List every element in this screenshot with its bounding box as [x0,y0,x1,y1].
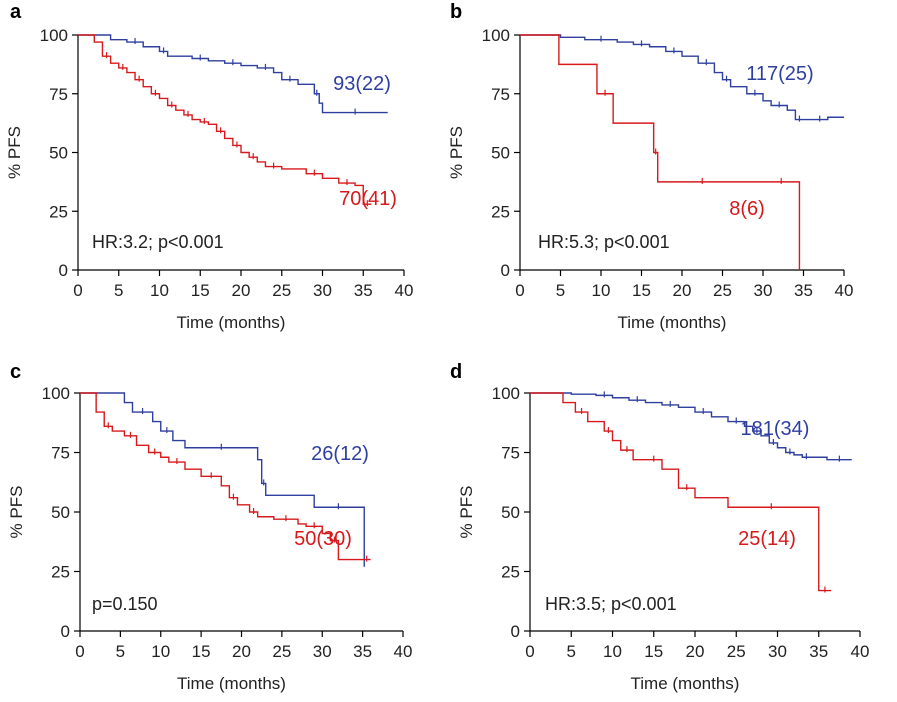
x-tick-label: 30 [754,281,773,300]
x-tick-label: 40 [394,642,413,661]
y-tick-label: 0 [511,622,520,641]
y-axis-label: % PFS [7,486,26,539]
x-tick-label: 10 [150,281,169,300]
series-label: 93(22) [333,73,391,95]
y-tick-label: 50 [501,503,520,522]
x-tick-label: 35 [794,281,813,300]
panel-d: d 0 25 50 75 100 0 5 10 15 20 25 30 35 40 Time (months)… [450,360,897,702]
series-curve-blue [520,34,844,121]
x-tick-label: 5 [556,281,565,300]
x-tick-label: 30 [313,642,332,661]
y-axis-label: % PFS [457,486,476,539]
x-tick-label: 40 [395,281,414,300]
y-tick-label: 25 [501,563,520,582]
panel-label: b [450,1,462,23]
km-plot-a: a 0 25 50 75 100 0 5 10 15 20 25 30 35 40 Time (months)… [5,1,414,332]
x-tick-label: 30 [768,642,787,661]
x-tick-label: 0 [515,281,524,300]
x-axis-label: Time (months) [618,313,727,332]
panel-c: c 0 25 50 75 100 0 5 10 15 20 25 30 35 40 Time (months)… [0,360,447,702]
series-label: 8(6) [729,198,765,220]
x-tick-label: 25 [272,642,291,661]
y-tick-label: 50 [49,144,68,163]
x-tick-label: 5 [116,642,125,661]
y-tick-label: 0 [59,261,68,280]
x-tick-label: 0 [525,642,534,661]
series-label: 26(12) [311,443,369,465]
x-tick-label: 25 [272,281,291,300]
y-tick-label: 75 [491,85,510,104]
series-curve-red [520,34,801,270]
x-tick-label: 25 [713,281,732,300]
y-tick-label: 0 [501,261,510,280]
y-tick-label: 100 [42,384,70,403]
y-tick-label: 100 [482,26,510,45]
x-tick-label: 25 [727,642,746,661]
x-tick-label: 30 [313,281,332,300]
x-axis-label: Time (months) [631,674,740,693]
km-plot-b: b 0 25 50 75 100 0 5 10 15 20 25 30 35 40 Time (months)… [447,1,854,332]
x-tick-label: 10 [592,281,611,300]
x-axis-label: Time (months) [177,313,286,332]
stat-annotation: p=0.150 [92,594,158,614]
x-tick-label: 20 [232,642,251,661]
series-curve-blue [530,392,852,461]
series-label: 117(25) [746,63,813,85]
x-tick-label: 0 [75,642,84,661]
y-tick-label: 100 [492,384,520,403]
x-tick-label: 5 [114,281,123,300]
x-tick-label: 15 [644,642,663,661]
panel-label: a [10,1,22,23]
y-tick-label: 25 [51,563,70,582]
panel-b: b 0 25 50 75 100 0 5 10 15 20 25 30 35 40 Time (months)… [447,0,897,342]
stat-annotation: HR:5.3; p<0.001 [538,232,670,252]
x-tick-label: 40 [835,281,854,300]
stat-annotation: HR:3.2; p<0.001 [92,232,224,252]
y-tick-label: 75 [49,85,68,104]
x-tick-label: 15 [632,281,651,300]
y-tick-label: 25 [49,202,68,221]
y-tick-label: 0 [61,622,70,641]
x-tick-label: 35 [354,281,373,300]
x-tick-label: 35 [809,642,828,661]
y-axis-label: % PFS [450,126,466,179]
km-plot-c: c 0 25 50 75 100 0 5 10 15 20 25 30 35 40 Time (months)… [7,361,413,693]
panel-a: a 0 25 50 75 100 0 5 10 15 20 25 30 35 40 Time (months)… [0,0,447,342]
series-label: 50(30) [294,528,352,550]
x-tick-label: 20 [232,281,251,300]
x-axis-label: Time (months) [177,674,286,693]
x-tick-label: 20 [673,281,692,300]
x-tick-label: 10 [603,642,622,661]
y-axis-label: % PFS [5,126,24,179]
panel-label: d [450,361,462,383]
series-label: 25(14) [738,528,796,550]
stat-annotation: HR:3.5; p<0.001 [545,594,677,614]
series-curve-blue [80,392,365,567]
series-curve-red [80,392,371,561]
x-tick-label: 15 [191,281,210,300]
x-tick-label: 0 [73,281,82,300]
x-tick-label: 5 [567,642,576,661]
km-plot-d: d 0 25 50 75 100 0 5 10 15 20 25 30 35 40 Time (months)… [450,361,870,693]
y-tick-label: 50 [51,503,70,522]
x-tick-label: 35 [353,642,372,661]
x-tick-label: 40 [851,642,870,661]
x-tick-label: 10 [151,642,170,661]
y-tick-label: 50 [491,144,510,163]
y-tick-label: 100 [40,26,68,45]
series-label: 70(41) [339,188,397,210]
x-tick-label: 15 [192,642,211,661]
x-tick-label: 20 [686,642,705,661]
y-tick-label: 25 [491,202,510,221]
panel-label: c [10,361,21,383]
y-tick-label: 75 [501,444,520,463]
series-label: 181(34) [741,418,810,440]
y-tick-label: 75 [51,444,70,463]
